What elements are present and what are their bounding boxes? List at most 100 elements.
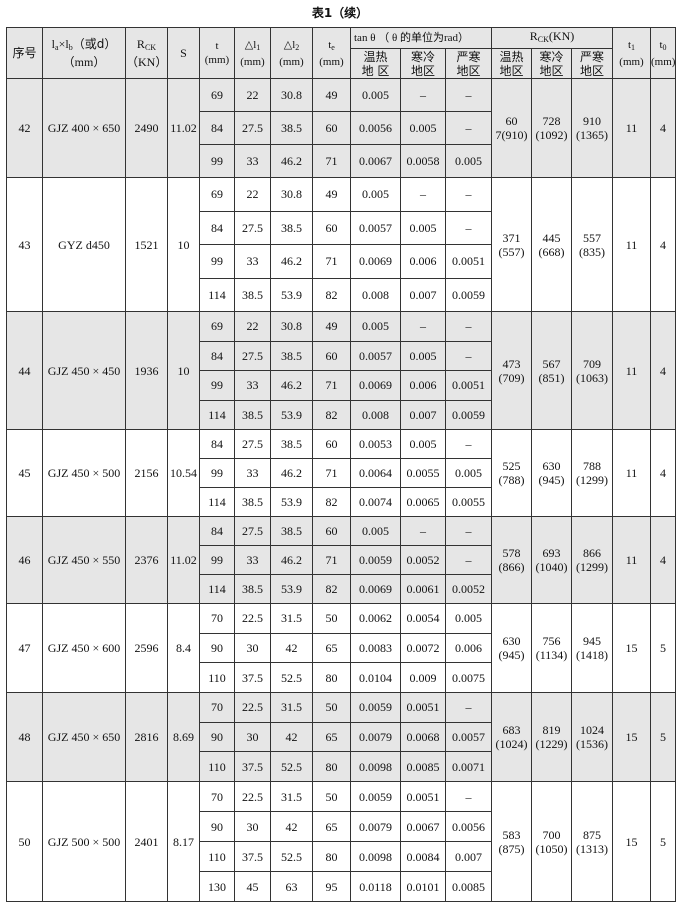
header-tan-severe: 严寒 地区 [444, 48, 493, 79]
header-no: 序号 [6, 27, 43, 79]
cell-tan-severe: 0.0052 [444, 574, 493, 604]
cell-t: 69 [199, 177, 235, 212]
cell-s: 8.69 [167, 692, 200, 783]
table-row: 50 GJZ 500 × 500 2401 8.17 70 22.5 31.5 50 0.005… [6, 781, 677, 903]
cell-t: 84 [199, 429, 235, 459]
cell-tan-cold: 0.0052 [400, 545, 446, 575]
cell-t: 110 [199, 751, 235, 783]
cell-rck-cold: 819 (1229) [531, 692, 573, 783]
cell-s: 8.4 [167, 602, 200, 694]
cell-t: 69 [199, 311, 235, 342]
table-row: 42 GJZ 400 × 650 2490 11.02 69 22 30.8 49 0.005–… [6, 78, 677, 178]
table-row: 47 GJZ 450 × 600 2596 8.4 70 22.5 31.5 50 0.0062… [6, 602, 677, 694]
cell-t: 90 [199, 632, 235, 664]
cell-s: 10 [167, 311, 200, 430]
cell-tan-warm: 0.0064 [350, 458, 401, 488]
cell-tan-warm: 0.0069 [350, 244, 401, 279]
cell-te: 80 [312, 662, 351, 694]
header-rck: RCK （KN） [125, 27, 168, 79]
table-row: 90 30 42 65 0.0079 0.0068 0.0057 [7, 721, 676, 753]
cell-rck: 2156 [125, 429, 168, 517]
cell-dl2: 30.8 [270, 78, 313, 112]
cell-s: 8.17 [167, 781, 200, 903]
cell-tan-severe: 0.0059 [444, 399, 493, 430]
cell-dl1: 38.5 [234, 574, 271, 604]
cell-dl1: 30 [234, 811, 271, 843]
cell-t: 84 [199, 111, 235, 145]
cell-t1: 15 [612, 781, 652, 903]
cell-t1: 11 [612, 311, 652, 430]
cell-tan-cold: – [400, 78, 446, 112]
cell-no: 46 [6, 516, 43, 604]
cell-dl2: 63 [270, 871, 313, 903]
cell-t: 110 [199, 841, 235, 873]
cell-t0: 4 [650, 78, 677, 178]
cell-tan-cold: 0.005 [400, 429, 446, 459]
cell-t0: 5 [650, 781, 677, 903]
cell-dl2: 30.8 [270, 177, 313, 212]
cell-tan-cold: 0.0065 [400, 487, 446, 517]
table-row: 114 38.5 53.9 82 0.0069 0.0061 0.0052 [7, 574, 676, 604]
cell-rck-warm: 371 (557) [491, 177, 533, 312]
cell-size: GJZ 450 × 550 [42, 516, 126, 604]
cell-t: 114 [199, 487, 235, 517]
cell-dl2: 38.5 [270, 111, 313, 145]
cell-dl1: 30 [234, 721, 271, 753]
cell-tan-warm: 0.005 [350, 177, 401, 212]
cell-t1: 11 [612, 78, 652, 178]
cell-tan-severe: 0.0057 [444, 721, 493, 753]
cell-rck-cold: 756 (1134) [531, 602, 573, 694]
cell-t: 90 [199, 721, 235, 753]
cell-s: 10 [167, 177, 200, 312]
cell-tan-severe: 0.005 [444, 144, 493, 178]
header-size: la×lb（或d） （mm） [42, 27, 126, 79]
cell-te: 60 [312, 429, 351, 459]
cell-dl2: 31.5 [270, 692, 313, 723]
cell-rck-severe: 1024 (1536) [571, 692, 614, 783]
cell-rck: 2376 [125, 516, 168, 604]
cell-tan-warm: 0.0069 [350, 574, 401, 604]
cell-rck-warm: 525 (788) [491, 429, 533, 517]
cell-no: 50 [6, 781, 43, 903]
table-row: 46 GJZ 450 × 550 2376 11.02 84 27.5 38.5 60 0.00… [6, 516, 677, 604]
cell-rck-warm: 583 (875) [491, 781, 533, 903]
cell-tan-severe: – [444, 692, 493, 723]
table-row: 110 37.5 52.5 80 0.0104 0.009 0.0075 [7, 662, 676, 694]
cell-te: 50 [312, 692, 351, 723]
cell-tan-cold: 0.0058 [400, 144, 446, 178]
cell-rck-severe: 910 (1365) [571, 78, 614, 178]
cell-t: 130 [199, 871, 235, 903]
cell-t: 70 [199, 603, 235, 634]
cell-t1: 15 [612, 692, 652, 783]
cell-tan-cold: 0.007 [400, 277, 446, 312]
header-rck-severe: 严寒 地区 [571, 48, 614, 79]
cell-tan-severe: – [444, 177, 493, 212]
table-row: 90 30 42 65 0.0083 0.0072 0.006 [7, 632, 676, 664]
cell-tan-warm: 0.0079 [350, 721, 401, 753]
cell-dl2: 46.2 [270, 458, 313, 488]
cell-tan-severe: 0.005 [444, 603, 493, 634]
cell-tan-cold: 0.0084 [400, 841, 446, 873]
cell-tan-cold: 0.0054 [400, 603, 446, 634]
cell-tan-warm: 0.0062 [350, 603, 401, 634]
cell-dl1: 37.5 [234, 662, 271, 694]
cell-s: 11.02 [167, 516, 200, 604]
cell-dl1: 33 [234, 144, 271, 178]
cell-te: 82 [312, 399, 351, 430]
cell-tan-warm: 0.0098 [350, 751, 401, 783]
cell-dl1: 22 [234, 177, 271, 212]
table-row: 130 45 63 95 0.0118 0.0101 0.0085 [7, 871, 676, 903]
cell-dl1: 38.5 [234, 277, 271, 312]
table-row: 99 33 46.2 71 0.0064 0.0055 0.005 [7, 458, 676, 488]
cell-dl2: 52.5 [270, 662, 313, 694]
cell-tan-severe: 0.005 [444, 458, 493, 488]
cell-dl2: 42 [270, 721, 313, 753]
cell-t: 70 [199, 781, 235, 813]
cell-rck: 2816 [125, 692, 168, 783]
cell-dl2: 52.5 [270, 751, 313, 783]
cell-dl1: 27.5 [234, 429, 271, 459]
cell-tan-severe: – [444, 78, 493, 112]
cell-te: 60 [312, 111, 351, 145]
cell-no: 47 [6, 602, 43, 694]
header-rck-cold: 寒冷 地区 [531, 48, 573, 79]
